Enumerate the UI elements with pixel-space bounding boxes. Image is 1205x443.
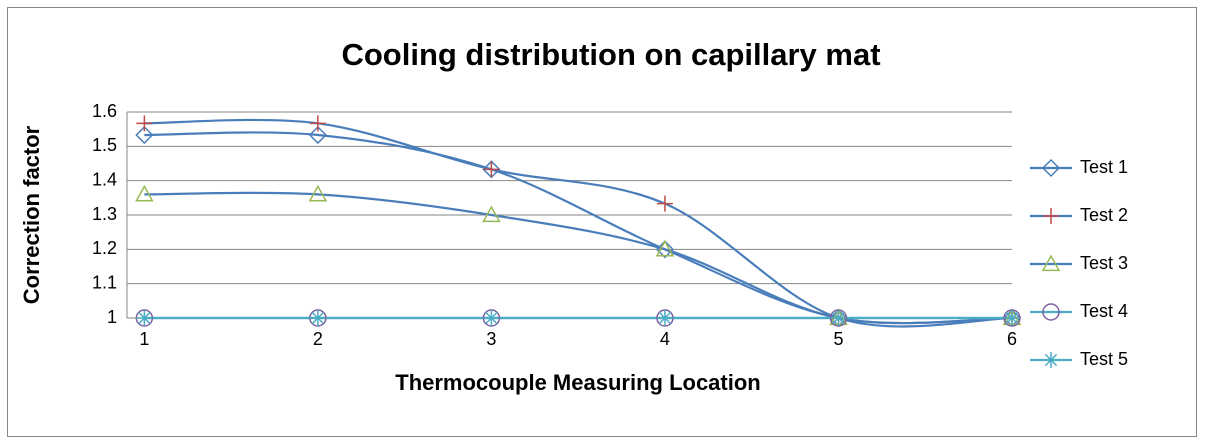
y-tick-label: 1.6 — [92, 101, 117, 121]
x-tick-label: 3 — [486, 329, 496, 349]
marker — [655, 239, 675, 257]
marker — [483, 310, 500, 326]
legend-marker — [1042, 303, 1060, 321]
x-tick-label: 4 — [660, 329, 670, 349]
marker — [135, 125, 154, 145]
marker — [830, 310, 847, 326]
y-tick-label: 1.1 — [92, 272, 117, 292]
legend-label: Test 1 — [1080, 157, 1128, 177]
chart-border — [7, 7, 1197, 437]
marker — [655, 240, 675, 259]
marker — [136, 115, 153, 132]
y-axis-label: Correction factor — [19, 125, 44, 304]
marker — [309, 310, 326, 326]
legend-label: Test 2 — [1080, 205, 1128, 225]
marker — [656, 195, 673, 212]
x-tick-label: 5 — [833, 329, 843, 349]
x-tick-label: 1 — [139, 329, 149, 349]
marker — [136, 310, 153, 326]
chart-title: Cooling distribution on capillary mat — [341, 37, 880, 72]
y-tick-label: 1.5 — [92, 135, 117, 155]
marker — [135, 184, 154, 202]
marker — [483, 161, 500, 178]
marker — [656, 310, 673, 326]
series-line — [144, 191, 1013, 325]
y-tick-label: 1.2 — [92, 238, 117, 258]
y-tick-label: 1 — [107, 307, 117, 327]
legend-label: Test 4 — [1080, 301, 1128, 321]
marker — [308, 125, 327, 145]
x-tick-label: 2 — [313, 329, 323, 349]
series-line — [144, 118, 1013, 328]
legend-marker — [1043, 352, 1059, 368]
legend-marker — [1043, 208, 1059, 224]
legend-label: Test 5 — [1080, 349, 1128, 369]
legend-marker — [1041, 254, 1061, 272]
marker — [482, 160, 501, 179]
marker — [482, 205, 501, 223]
legend-label: Test 3 — [1080, 253, 1128, 273]
x-tick-label: 6 — [1007, 329, 1017, 349]
marker — [309, 115, 326, 132]
marker — [308, 184, 328, 202]
y-tick-label: 1.4 — [92, 169, 117, 189]
x-axis-label: Thermocouple Measuring Location — [395, 370, 760, 395]
marker — [1004, 310, 1020, 326]
legend-marker — [1041, 158, 1061, 178]
y-tick-label: 1.3 — [92, 204, 117, 224]
